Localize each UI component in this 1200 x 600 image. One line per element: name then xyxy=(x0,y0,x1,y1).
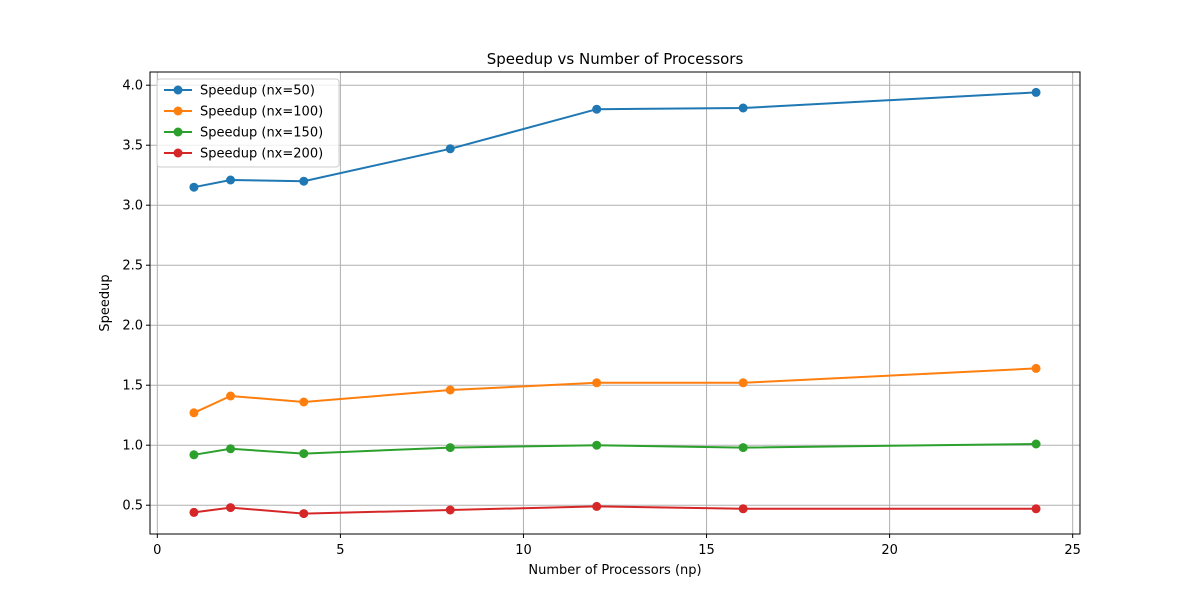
x-tick-label: 20 xyxy=(881,543,898,558)
y-tick-label: 3.5 xyxy=(122,139,143,154)
y-tick-label: 1.0 xyxy=(122,439,143,454)
data-point xyxy=(445,144,455,154)
x-tick-label: 5 xyxy=(336,543,344,558)
data-point xyxy=(738,504,748,514)
data-point xyxy=(1031,87,1041,97)
data-point xyxy=(738,378,748,388)
data-point xyxy=(299,397,309,407)
data-point xyxy=(299,509,309,519)
data-point xyxy=(445,505,455,515)
grid xyxy=(150,72,1080,534)
series-layer xyxy=(189,87,1041,519)
x-axis-label: Number of Processors (np) xyxy=(528,563,701,578)
legend-entry: Speedup (nx=50) xyxy=(200,84,315,99)
data-point xyxy=(445,443,455,453)
data-point xyxy=(592,378,602,388)
data-point xyxy=(189,408,199,418)
y-tick-label: 3.0 xyxy=(122,199,143,214)
data-point xyxy=(189,450,199,460)
y-tick-label: 2.5 xyxy=(122,259,143,274)
legend-marker xyxy=(173,85,183,95)
data-point xyxy=(1031,504,1041,514)
data-point xyxy=(189,182,199,192)
chart-title: Speedup vs Number of Processors xyxy=(487,50,744,68)
legend-entry: Speedup (nx=100) xyxy=(200,105,323,120)
data-point xyxy=(738,443,748,453)
y-tick-label: 2.0 xyxy=(122,319,143,334)
data-point xyxy=(1031,363,1041,373)
y-tick-label: 4.0 xyxy=(122,79,143,94)
legend-marker xyxy=(173,148,183,158)
data-point xyxy=(226,444,236,454)
data-point xyxy=(226,175,236,185)
data-point xyxy=(299,176,309,186)
data-point xyxy=(445,385,455,395)
data-point xyxy=(226,503,236,513)
legend-entry: Speedup (nx=200) xyxy=(200,147,323,162)
x-tick-label: 10 xyxy=(515,543,532,558)
x-tick-label: 25 xyxy=(1064,543,1081,558)
legend-entry: Speedup (nx=150) xyxy=(200,126,323,141)
y-tick-label: 0.5 xyxy=(122,499,143,514)
x-tick-label: 15 xyxy=(698,543,715,558)
series-line xyxy=(193,505,1037,515)
data-point xyxy=(592,501,602,511)
legend-box xyxy=(156,78,340,168)
data-point xyxy=(738,103,748,113)
x-tick-label: 0 xyxy=(153,543,161,558)
data-point xyxy=(592,440,602,450)
legend: Speedup (nx=50) Speedup (nx=100) Speedup (… xyxy=(156,78,340,168)
data-point xyxy=(299,449,309,459)
y-tick-label: 1.5 xyxy=(122,379,143,394)
ticks: 0 5 10 15 20 25 0.5 1.0 1.5 2.0 2.5 3.0 3.5 4.0 xyxy=(122,79,1081,558)
legend-marker xyxy=(173,127,183,137)
data-point xyxy=(592,104,602,114)
plot-frame xyxy=(149,71,1081,535)
legend-marker xyxy=(173,106,183,116)
data-point xyxy=(189,507,199,517)
series-line xyxy=(193,367,1037,414)
data-point xyxy=(1031,439,1041,449)
y-axis-label: Speedup xyxy=(98,274,113,331)
data-point xyxy=(226,391,236,401)
